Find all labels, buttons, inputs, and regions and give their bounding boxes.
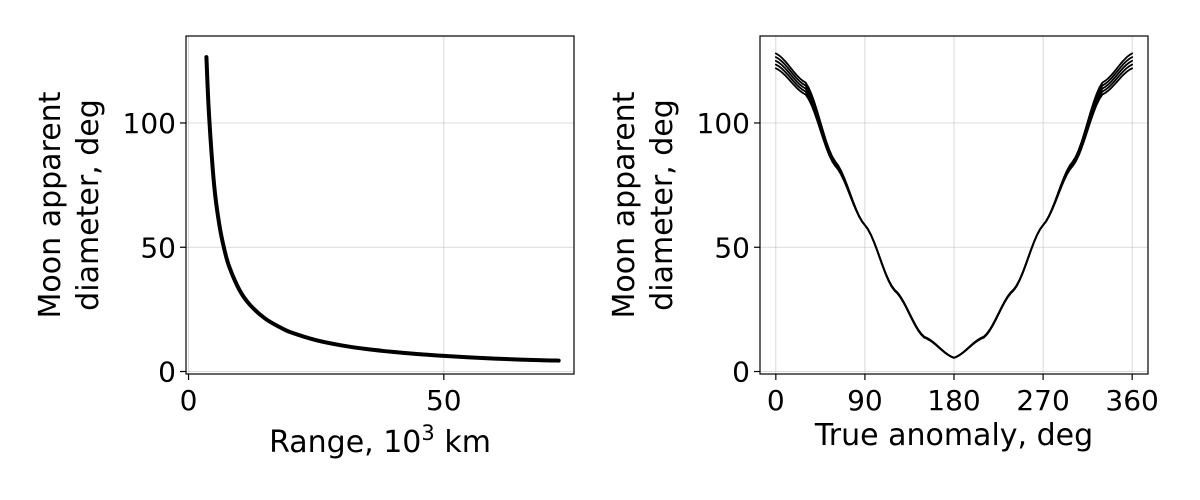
right-y-tick-label: 0 xyxy=(732,356,750,389)
right-y-axis-title-line-1: Moon apparent xyxy=(607,91,642,318)
right-chart: 0 90 180 270 360 0 50 100 True anomaly, deg Moon … xyxy=(607,35,1159,453)
left-x-axis-title: Range, 103 km xyxy=(269,421,491,460)
left-series-line-1 xyxy=(204,55,561,363)
left-y-tick-label: 50 xyxy=(140,231,176,264)
left-y-tick-label: 100 xyxy=(123,107,176,140)
right-x-tick-label: 0 xyxy=(767,384,785,417)
right-series-line-5 xyxy=(774,67,1134,359)
right-y-tick-label: 50 xyxy=(714,231,750,264)
left-grid xyxy=(186,36,574,374)
right-x-tick-label: 90 xyxy=(847,384,883,417)
right-y-axis-title-line-2: diameter, deg xyxy=(645,99,680,311)
left-x-tick-label: 50 xyxy=(426,384,462,417)
left-y-tick-label: 0 xyxy=(158,356,176,389)
left-x-tick-label: 0 xyxy=(180,384,198,417)
left-plot-frame xyxy=(185,35,575,375)
right-x-tick-label: 180 xyxy=(927,384,980,417)
left-y-axis-title-line-2: diameter, deg xyxy=(71,99,106,311)
right-y-tick-label: 100 xyxy=(697,107,750,140)
left-y-axis-title-line-1: Moon apparent xyxy=(33,91,68,318)
right-x-axis-title: True anomaly, deg xyxy=(814,418,1093,453)
right-x-tick-label: 360 xyxy=(1105,384,1158,417)
right-grid xyxy=(760,36,1148,374)
left-chart: 0 50 0 50 100 Range, 103 km Moon apparent diame… xyxy=(33,35,575,460)
right-x-tick-label: 270 xyxy=(1016,384,1069,417)
